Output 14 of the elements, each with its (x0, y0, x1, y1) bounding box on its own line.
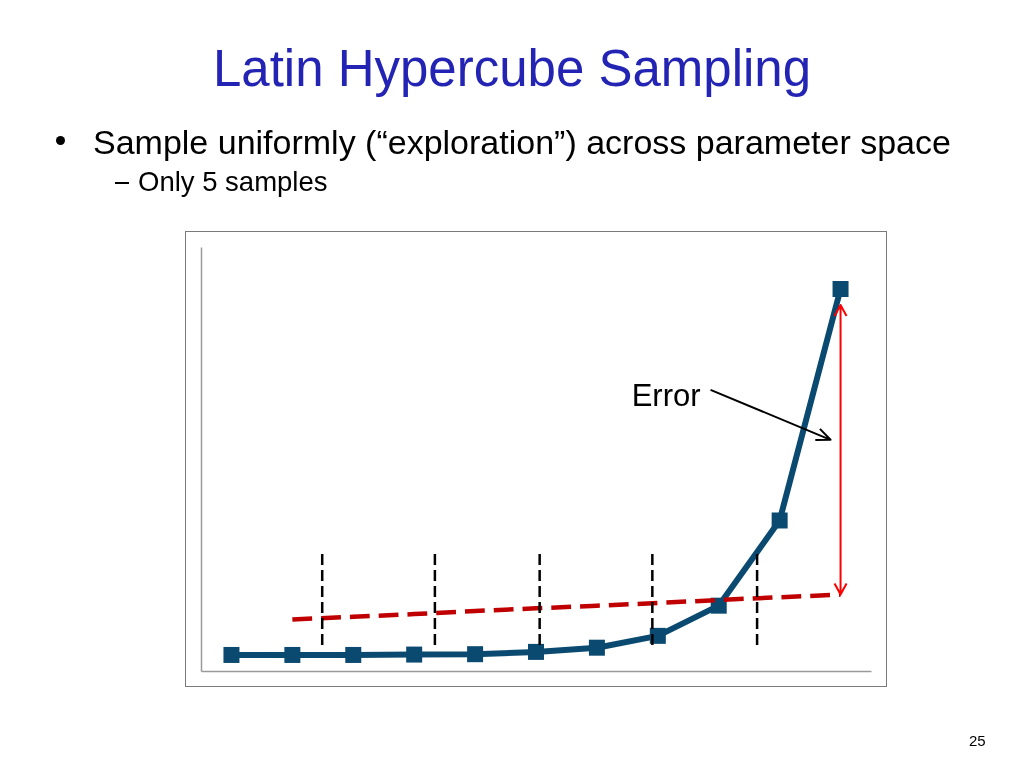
point (284, 646, 301, 663)
point (771, 512, 788, 529)
point (406, 646, 423, 663)
chart-subtitle: Sample uniformly (“exploration”) across parameter space (93, 123, 951, 161)
text: Only 5 samples (138, 166, 328, 197)
point (345, 646, 362, 663)
point (528, 643, 544, 660)
text: 25 (969, 732, 986, 749)
annotation: Error (631, 377, 701, 413)
point (588, 639, 605, 656)
chart-title: Latin Hypercube Sampling (211, 40, 813, 97)
point (467, 646, 484, 663)
point (832, 281, 849, 297)
point (223, 646, 240, 663)
